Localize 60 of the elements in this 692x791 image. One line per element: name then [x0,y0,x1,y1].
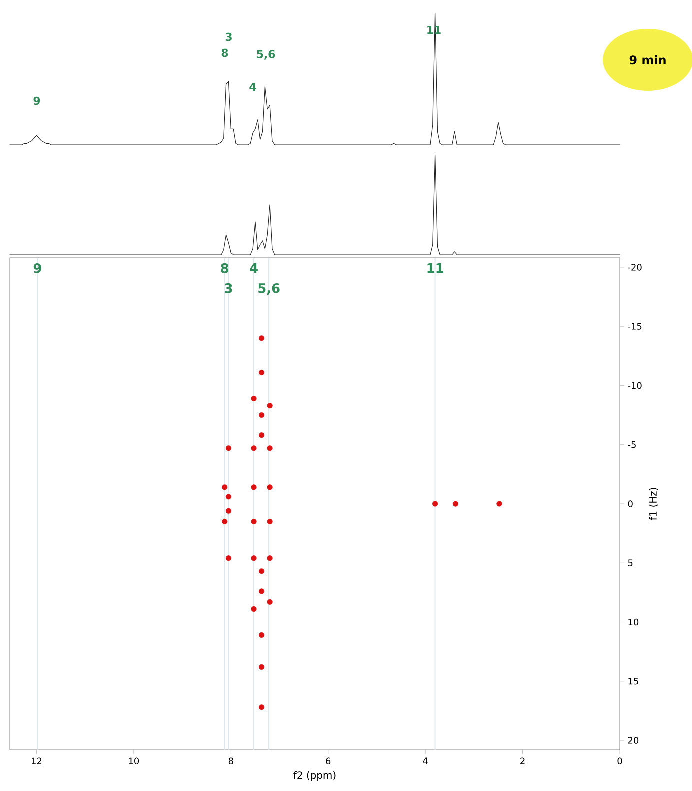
point [226,494,232,500]
x-tick-label: 0 [618,758,622,765]
text: 9 min [630,55,666,65]
point [258,568,265,574]
annotation: 8 [221,264,229,274]
annotation: 8 [222,48,228,58]
y-tick-label: 5 [628,560,633,566]
point [267,484,273,490]
y-axis-title: f1 (Hz) [649,488,658,521]
point [251,484,257,490]
y-tick-label: -10 [628,382,642,390]
y-tick-label: -15 [628,323,642,330]
point [267,556,273,562]
annotation: 11 [428,264,444,273]
point [258,588,265,594]
point [267,518,273,525]
point [496,501,502,507]
x-tick-label: 4 [423,758,428,764]
point [222,518,228,525]
point [258,632,265,638]
x-tick-label: 12 [32,758,42,764]
x-tick-label: 10 [129,758,140,765]
point [267,446,273,452]
point [267,403,273,409]
point [251,446,257,452]
y-tick-label: -5 [628,442,636,448]
point [226,556,232,562]
point [258,412,265,418]
x-tick-label: 6 [326,758,331,765]
annotation: 4 [250,264,258,273]
y-tick-label: -20 [628,264,642,271]
point [452,501,459,507]
point [258,704,265,710]
y-tick-label: 15 [628,678,638,685]
point [251,396,257,402]
annotation: 9 [34,96,40,106]
point [267,599,273,605]
annotation: 4 [250,83,256,91]
point [258,664,265,670]
point [251,606,257,612]
point [251,556,257,562]
annotation: 5,6 [257,50,276,60]
point [258,336,265,342]
annotation: 5,6 [258,284,280,295]
y-tick-label: 20 [628,737,639,744]
point [258,432,265,438]
point [432,501,438,507]
point [226,508,232,514]
annotation: 3 [225,284,232,294]
point [258,370,265,376]
point [222,484,228,490]
annotation: 9 [34,264,42,274]
point [251,518,257,525]
y-tick-label: 10 [628,618,639,626]
x-axis-title: f2 (ppm) [294,771,336,782]
x-tick-label: 2 [520,758,525,764]
annotation: 3 [226,32,232,42]
y-tick-label: 0 [628,500,633,508]
point [226,446,232,452]
x-tick-label: 8 [228,758,234,765]
